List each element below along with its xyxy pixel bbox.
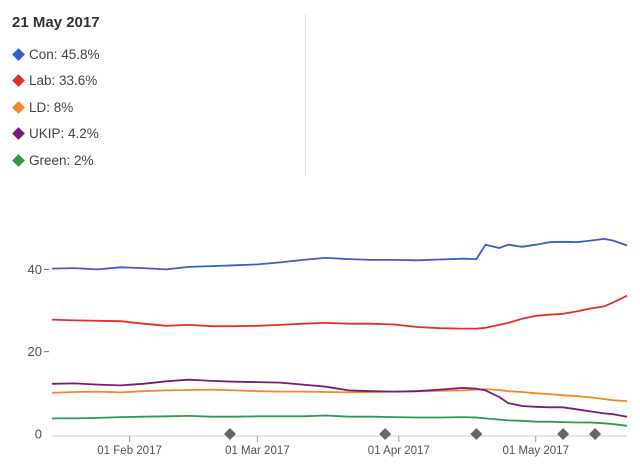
legend-item-ld: LD: 8% [8, 94, 308, 121]
tooltip-panel: 21 May 2017 Con: 45.8% Lab: 33.6% LD: 8%… [8, 14, 308, 174]
series-line-lab [51, 294, 628, 330]
event-marker [470, 428, 483, 440]
legend-item-green: Green: 2% [8, 147, 308, 174]
x-tick-label: 01 Mar 2017 [225, 445, 290, 457]
y-tick-label: 20 [28, 344, 42, 359]
x-tick-label: 01 Feb 2017 [97, 445, 162, 457]
event-marker [557, 428, 570, 440]
y-tick-label: 0 [35, 427, 42, 442]
legend-item-con: Con: 45.8% [8, 41, 308, 68]
legend-label-ld: LD: 8% [29, 99, 74, 115]
series-line-ld [51, 388, 628, 402]
x-tick-label: 01 Apr 2017 [368, 445, 430, 457]
tooltip-divider [305, 14, 306, 174]
x-tick-label: 01 May 2017 [502, 445, 569, 457]
legend-label-con: Con: 45.8% [29, 46, 100, 62]
legend-label-lab: Lab: 33.6% [29, 73, 98, 89]
series-line-ukip [51, 378, 628, 418]
legend-item-ukip: UKIP: 4.2% [8, 121, 308, 148]
event-marker [223, 428, 236, 440]
legend-label-green: Green: 2% [29, 152, 94, 168]
series-line-green [52, 414, 628, 427]
legend-item-lab: Lab: 33.6% [8, 68, 308, 95]
legend-label-ukip: UKIP: 4.2% [29, 126, 99, 142]
event-marker [589, 428, 602, 440]
series-line-con [51, 237, 628, 271]
tooltip-date: 21 May 2017 [12, 14, 100, 31]
y-tick-label: 40 [28, 262, 42, 277]
event-marker [379, 428, 392, 440]
